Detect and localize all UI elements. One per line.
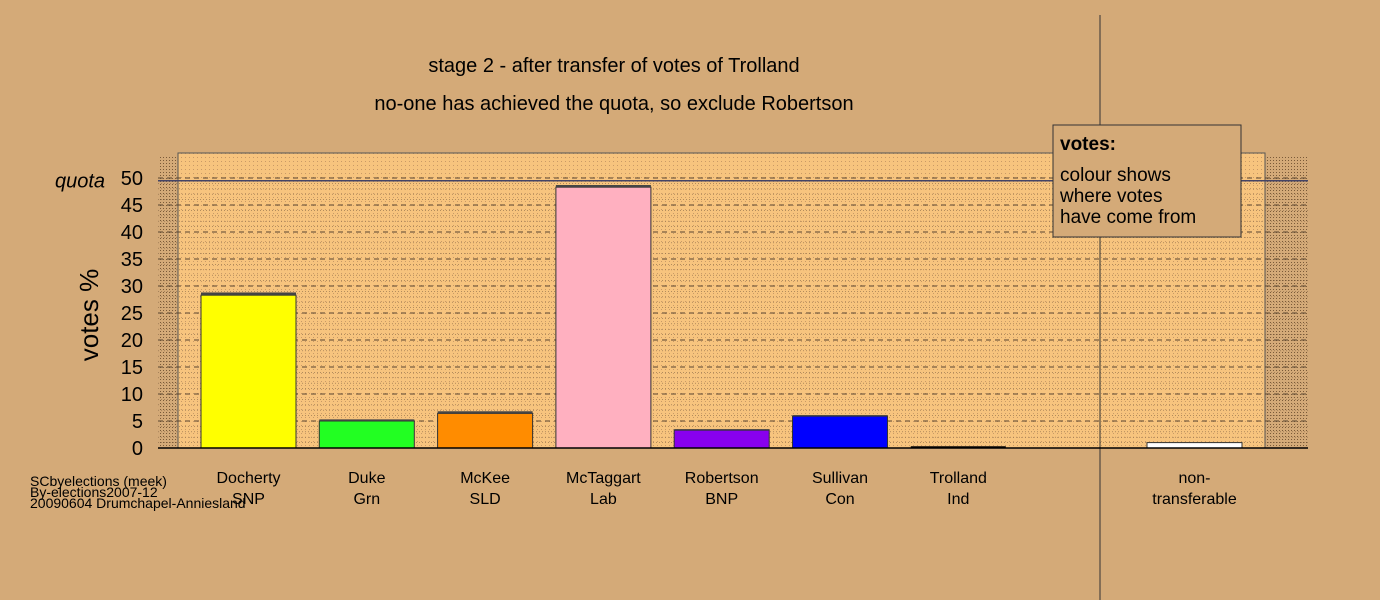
legend-line-3: have come from — [1060, 207, 1196, 228]
x-label-party: SNP — [232, 491, 265, 508]
credit-line-2: By-elections2007-12 — [30, 484, 158, 500]
x-label-name: Duke — [348, 470, 385, 487]
legend-line-1: colour shows — [1060, 165, 1171, 186]
y-axis-ticks: 0 5 10 15 20 25 30 35 40 45 50 — [121, 168, 143, 460]
chart-subtitle: no-one has achieved the quota, so exclud… — [374, 93, 853, 115]
x-label-party: Ind — [947, 491, 969, 508]
bar-duke — [318, 420, 415, 449]
legend: votes: colour shows where votes have com… — [1052, 124, 1242, 238]
y-tick-label: 15 — [121, 357, 143, 379]
y-tick-label: 50 — [121, 168, 143, 190]
y-tick-label: 5 — [132, 411, 143, 433]
x-label-nontransferable-2: transferable — [1152, 491, 1237, 508]
bar-transfer-robertson — [674, 429, 770, 431]
quota-label: quota — [55, 171, 105, 193]
x-label-name: Robertson — [685, 470, 759, 487]
x-label-nontransferable-1: non- — [1178, 470, 1210, 487]
x-label-name: Sullivan — [812, 470, 868, 487]
x-label-party: Grn — [353, 491, 380, 508]
y-tick-label: 20 — [121, 330, 143, 352]
bar-nontransferable — [1146, 442, 1243, 449]
y-tick-label: 10 — [121, 384, 143, 406]
x-label-party: SLD — [470, 491, 501, 508]
bar-mckee — [437, 412, 534, 449]
y-tick-label: 30 — [121, 276, 143, 298]
bar-docherty — [200, 294, 297, 449]
bar-sullivan — [792, 415, 888, 449]
bar-transfer-mckee — [437, 411, 533, 414]
x-label-name: McKee — [460, 470, 510, 487]
x-label-party: BNP — [705, 491, 738, 508]
legend-title: votes: — [1060, 134, 1116, 155]
x-label-party: Lab — [590, 491, 617, 508]
x-label-party: Con — [825, 491, 854, 508]
plot-outer-right — [1265, 155, 1308, 448]
y-tick-label: 25 — [121, 303, 143, 325]
x-label-name: McTaggart — [566, 470, 641, 487]
x-axis-labels: Docherty SNP Duke Grn McKee SLD McTaggart Lab Ro… — [216, 470, 1236, 508]
y-tick-label: 40 — [121, 222, 143, 244]
y-axis-label: votes % — [74, 269, 104, 362]
bar-transfer-sullivan — [792, 415, 888, 417]
credit-line-1: SCbyelections (meek) — [30, 473, 167, 489]
chart-title: stage 2 - after transfer of votes of Tro… — [428, 55, 799, 77]
legend-box — [1052, 124, 1242, 238]
bar-mctaggart — [555, 186, 652, 449]
x-label-name: Docherty — [216, 470, 280, 487]
bar-transfer-docherty — [201, 292, 296, 296]
x-label-name: Trolland — [930, 470, 987, 487]
y-tick-label: 35 — [121, 249, 143, 271]
bar-transfer-duke — [319, 419, 415, 421]
plot-outer-left — [158, 155, 178, 448]
bars — [200, 185, 1243, 449]
y-tick-label: 45 — [121, 195, 143, 217]
y-tick-label: 0 — [132, 438, 143, 460]
bar-transfer-mctaggart — [555, 185, 651, 188]
bar-robertson — [673, 429, 770, 449]
credit-line-3: 20090604 Drumchapel-Anniesland — [30, 495, 246, 511]
legend-line-2: where votes — [1059, 186, 1162, 207]
